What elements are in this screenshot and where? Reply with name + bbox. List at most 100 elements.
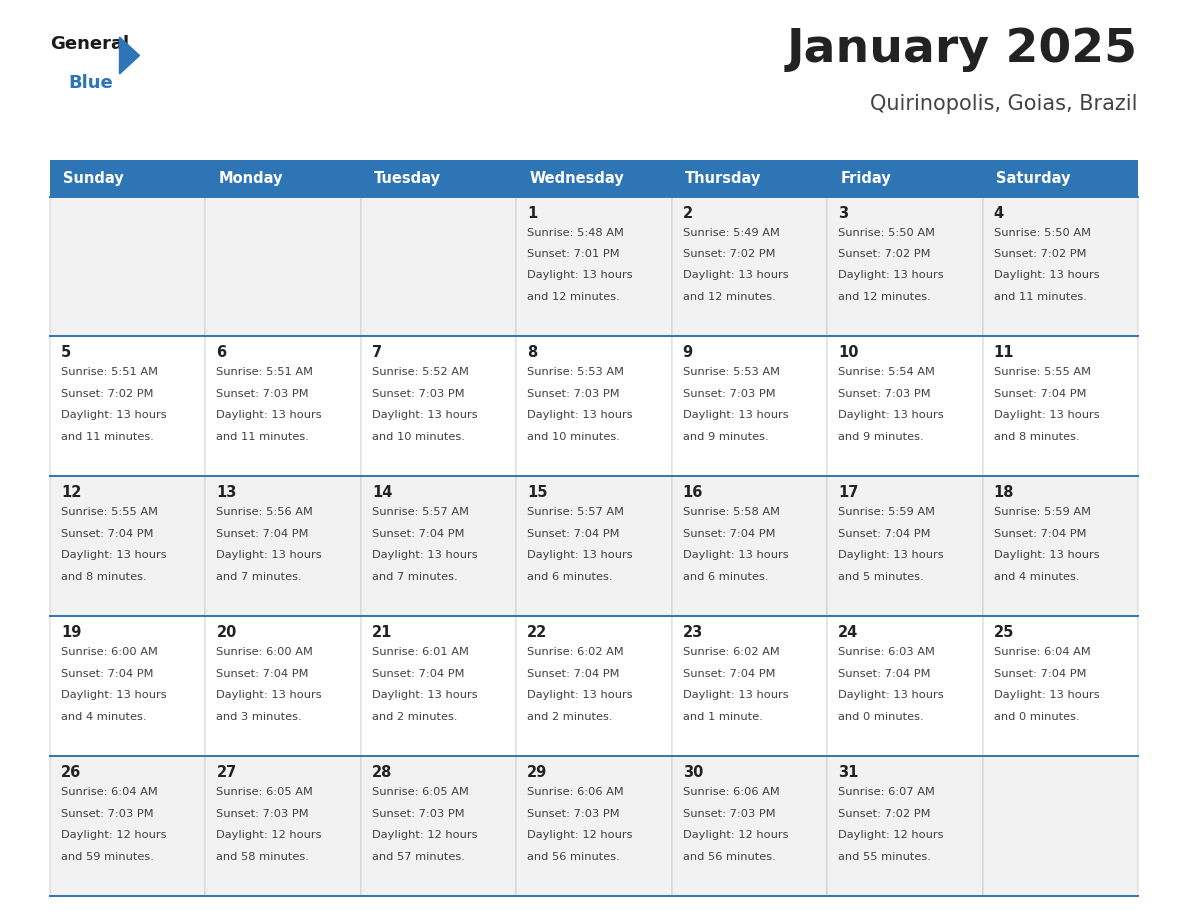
Text: Daylight: 13 hours: Daylight: 13 hours [527,410,633,420]
Text: Daylight: 13 hours: Daylight: 13 hours [839,410,943,420]
Text: Sunrise: 6:02 AM: Sunrise: 6:02 AM [683,647,779,657]
Text: and 8 minutes.: and 8 minutes. [993,431,1079,442]
Text: Sunset: 7:04 PM: Sunset: 7:04 PM [839,668,930,678]
Text: 8: 8 [527,345,537,361]
Bar [827,756,982,896]
Text: Sunset: 7:04 PM: Sunset: 7:04 PM [372,668,465,678]
Text: and 55 minutes.: and 55 minutes. [839,852,931,862]
Text: Sunset: 7:04 PM: Sunset: 7:04 PM [839,529,930,539]
Bar [50,756,206,896]
Text: and 8 minutes.: and 8 minutes. [61,572,146,582]
Text: 27: 27 [216,765,236,780]
Bar [671,160,827,196]
Text: Daylight: 13 hours: Daylight: 13 hours [683,690,789,700]
Text: and 0 minutes.: and 0 minutes. [993,711,1079,722]
Text: Sunset: 7:02 PM: Sunset: 7:02 PM [839,249,930,259]
Text: Sunset: 7:03 PM: Sunset: 7:03 PM [216,389,309,399]
Text: Sunrise: 6:00 AM: Sunrise: 6:00 AM [216,647,314,657]
Text: Wednesday: Wednesday [530,171,624,185]
Bar [982,756,1138,896]
Bar [361,476,517,616]
Text: Sunrise: 6:07 AM: Sunrise: 6:07 AM [839,787,935,797]
Text: Sunrise: 5:59 AM: Sunrise: 5:59 AM [993,508,1091,518]
Text: Sunset: 7:03 PM: Sunset: 7:03 PM [683,389,776,399]
Text: 28: 28 [372,765,392,780]
Text: 1: 1 [527,206,537,220]
Text: Sunset: 7:04 PM: Sunset: 7:04 PM [993,389,1086,399]
Text: 18: 18 [993,486,1015,500]
Bar [50,160,206,196]
Bar [982,336,1138,476]
Text: Sunset: 7:03 PM: Sunset: 7:03 PM [527,389,620,399]
Text: Sunset: 7:04 PM: Sunset: 7:04 PM [993,668,1086,678]
Text: Daylight: 13 hours: Daylight: 13 hours [993,410,1099,420]
Text: Sunrise: 5:57 AM: Sunrise: 5:57 AM [372,508,469,518]
Bar [361,336,517,476]
Text: 9: 9 [683,345,693,361]
Text: Sunset: 7:03 PM: Sunset: 7:03 PM [372,809,465,819]
Text: and 7 minutes.: and 7 minutes. [216,572,302,582]
Text: and 12 minutes.: and 12 minutes. [683,292,776,302]
Bar [50,616,206,756]
Text: and 2 minutes.: and 2 minutes. [372,711,457,722]
Text: Sunrise: 6:04 AM: Sunrise: 6:04 AM [61,787,158,797]
Text: and 58 minutes.: and 58 minutes. [216,852,309,862]
Text: Sunset: 7:03 PM: Sunset: 7:03 PM [683,809,776,819]
Bar [361,756,517,896]
Text: Sunrise: 6:01 AM: Sunrise: 6:01 AM [372,647,469,657]
Text: and 5 minutes.: and 5 minutes. [839,572,924,582]
Text: Sunrise: 6:05 AM: Sunrise: 6:05 AM [216,787,314,797]
Text: and 56 minutes.: and 56 minutes. [527,852,620,862]
Bar [827,336,982,476]
Text: Sunrise: 5:53 AM: Sunrise: 5:53 AM [683,367,779,377]
Text: 22: 22 [527,625,548,640]
Bar [50,336,206,476]
Text: and 10 minutes.: and 10 minutes. [527,431,620,442]
Text: Sunset: 7:04 PM: Sunset: 7:04 PM [216,529,309,539]
Text: Daylight: 13 hours: Daylight: 13 hours [839,690,943,700]
Text: and 4 minutes.: and 4 minutes. [993,572,1079,582]
Text: Daylight: 12 hours: Daylight: 12 hours [372,830,478,840]
Text: Sunrise: 6:05 AM: Sunrise: 6:05 AM [372,787,469,797]
Text: Daylight: 13 hours: Daylight: 13 hours [993,271,1099,281]
Text: Daylight: 12 hours: Daylight: 12 hours [61,830,166,840]
Text: Blue: Blue [68,74,113,92]
Text: Sunset: 7:04 PM: Sunset: 7:04 PM [683,668,776,678]
Bar [982,476,1138,616]
Text: Daylight: 13 hours: Daylight: 13 hours [216,410,322,420]
Text: 30: 30 [683,765,703,780]
Text: 12: 12 [61,486,81,500]
Text: 19: 19 [61,625,81,640]
Text: Daylight: 13 hours: Daylight: 13 hours [61,550,166,560]
Text: and 9 minutes.: and 9 minutes. [839,431,924,442]
Text: Daylight: 13 hours: Daylight: 13 hours [839,271,943,281]
Text: Saturday: Saturday [996,171,1070,185]
Text: and 57 minutes.: and 57 minutes. [372,852,465,862]
Text: Sunrise: 5:58 AM: Sunrise: 5:58 AM [683,508,779,518]
Text: Tuesday: Tuesday [374,171,441,185]
Text: Sunset: 7:04 PM: Sunset: 7:04 PM [683,529,776,539]
Text: Daylight: 13 hours: Daylight: 13 hours [839,550,943,560]
Text: 16: 16 [683,486,703,500]
Text: Thursday: Thursday [684,171,762,185]
Bar [517,336,671,476]
Text: Daylight: 13 hours: Daylight: 13 hours [372,410,478,420]
Bar [517,616,671,756]
Text: Sunset: 7:01 PM: Sunset: 7:01 PM [527,249,620,259]
Text: 14: 14 [372,486,392,500]
Text: Sunrise: 5:55 AM: Sunrise: 5:55 AM [993,367,1091,377]
Text: and 10 minutes.: and 10 minutes. [372,431,465,442]
Bar [206,616,361,756]
Text: Daylight: 13 hours: Daylight: 13 hours [527,271,633,281]
Bar [982,616,1138,756]
Text: and 3 minutes.: and 3 minutes. [216,711,302,722]
Text: Daylight: 12 hours: Daylight: 12 hours [216,830,322,840]
Bar [827,160,982,196]
Text: and 7 minutes.: and 7 minutes. [372,572,457,582]
Text: and 56 minutes.: and 56 minutes. [683,852,776,862]
Text: Sunrise: 5:51 AM: Sunrise: 5:51 AM [61,367,158,377]
Text: 20: 20 [216,625,236,640]
Text: Sunset: 7:04 PM: Sunset: 7:04 PM [61,529,153,539]
Text: Daylight: 13 hours: Daylight: 13 hours [683,410,789,420]
Text: 23: 23 [683,625,703,640]
